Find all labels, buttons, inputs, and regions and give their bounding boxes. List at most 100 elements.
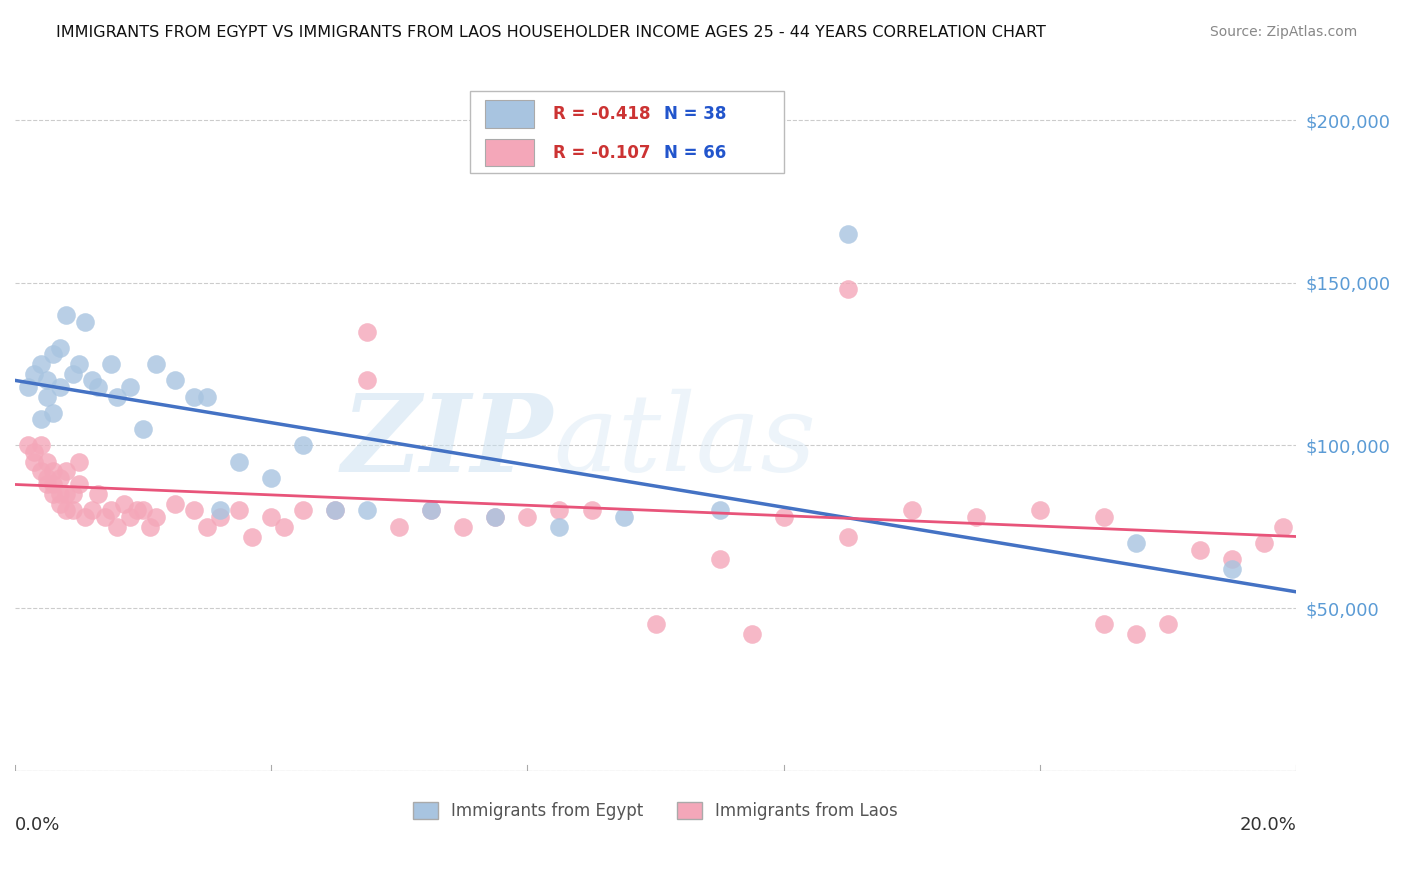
Point	[55, 487, 77, 501]
Point	[420, 503, 443, 517]
Point	[772, 510, 794, 524]
Point	[644, 617, 666, 632]
Point	[548, 520, 571, 534]
Point	[260, 510, 283, 524]
Point	[901, 503, 924, 517]
Point	[22, 367, 45, 381]
Point	[165, 373, 187, 387]
Point	[837, 529, 859, 543]
Point	[356, 373, 378, 387]
Point	[80, 373, 103, 387]
Text: atlas: atlas	[553, 389, 815, 494]
Point	[260, 471, 283, 485]
Point	[1092, 617, 1115, 632]
Point	[80, 503, 103, 517]
Text: N = 66: N = 66	[665, 144, 727, 161]
Point	[837, 282, 859, 296]
Point	[1125, 627, 1147, 641]
Point	[120, 510, 142, 524]
Text: 0.0%: 0.0%	[15, 816, 60, 834]
Point	[55, 465, 77, 479]
Text: N = 38: N = 38	[665, 105, 727, 123]
Point	[42, 406, 65, 420]
Point	[125, 503, 148, 517]
Point	[35, 477, 58, 491]
Point	[195, 390, 218, 404]
Point	[240, 529, 263, 543]
Point	[87, 380, 110, 394]
Point	[228, 455, 250, 469]
Text: IMMIGRANTS FROM EGYPT VS IMMIGRANTS FROM LAOS HOUSEHOLDER INCOME AGES 25 - 44 YE: IMMIGRANTS FROM EGYPT VS IMMIGRANTS FROM…	[56, 25, 1046, 40]
Point	[1220, 552, 1243, 566]
Point	[42, 465, 65, 479]
Point	[484, 510, 506, 524]
Point	[132, 503, 155, 517]
Point	[612, 510, 634, 524]
Point	[837, 227, 859, 241]
Point	[1092, 510, 1115, 524]
Point	[17, 438, 39, 452]
Point	[183, 503, 205, 517]
Point	[356, 503, 378, 517]
Point	[1125, 536, 1147, 550]
Point	[67, 477, 90, 491]
Point	[1253, 536, 1275, 550]
Point	[292, 438, 315, 452]
Text: ZIP: ZIP	[342, 389, 553, 494]
Bar	[485, 101, 534, 128]
Point	[120, 380, 142, 394]
FancyBboxPatch shape	[470, 91, 783, 173]
Point	[42, 477, 65, 491]
Point	[453, 520, 475, 534]
Point	[145, 357, 167, 371]
Text: R = -0.418: R = -0.418	[553, 105, 651, 123]
Point	[1272, 520, 1295, 534]
Point	[709, 552, 731, 566]
Point	[35, 373, 58, 387]
Legend: Immigrants from Egypt, Immigrants from Laos: Immigrants from Egypt, Immigrants from L…	[406, 796, 904, 827]
Point	[55, 503, 77, 517]
Point	[67, 455, 90, 469]
Point	[67, 357, 90, 371]
Point	[709, 503, 731, 517]
Text: 20.0%: 20.0%	[1239, 816, 1296, 834]
Point	[1189, 542, 1212, 557]
Point	[55, 309, 77, 323]
Point	[516, 510, 538, 524]
Point	[273, 520, 295, 534]
Point	[93, 510, 115, 524]
Point	[22, 445, 45, 459]
Point	[388, 520, 411, 534]
Point	[35, 471, 58, 485]
Point	[42, 487, 65, 501]
Point	[965, 510, 987, 524]
Point	[49, 487, 72, 501]
Point	[208, 503, 231, 517]
Point	[1157, 617, 1180, 632]
Bar	[485, 139, 534, 166]
Point	[87, 487, 110, 501]
Point	[62, 367, 84, 381]
Point	[49, 341, 72, 355]
Point	[62, 503, 84, 517]
Point	[30, 438, 52, 452]
Point	[548, 503, 571, 517]
Text: Source: ZipAtlas.com: Source: ZipAtlas.com	[1209, 25, 1357, 39]
Point	[165, 497, 187, 511]
Point	[30, 412, 52, 426]
Point	[49, 497, 72, 511]
Point	[356, 325, 378, 339]
Point	[35, 390, 58, 404]
Point	[100, 503, 122, 517]
Point	[75, 315, 97, 329]
Point	[107, 390, 129, 404]
Text: R = -0.107: R = -0.107	[553, 144, 651, 161]
Point	[17, 380, 39, 394]
Point	[145, 510, 167, 524]
Point	[75, 510, 97, 524]
Point	[22, 455, 45, 469]
Point	[30, 465, 52, 479]
Point	[183, 390, 205, 404]
Point	[107, 520, 129, 534]
Point	[112, 497, 135, 511]
